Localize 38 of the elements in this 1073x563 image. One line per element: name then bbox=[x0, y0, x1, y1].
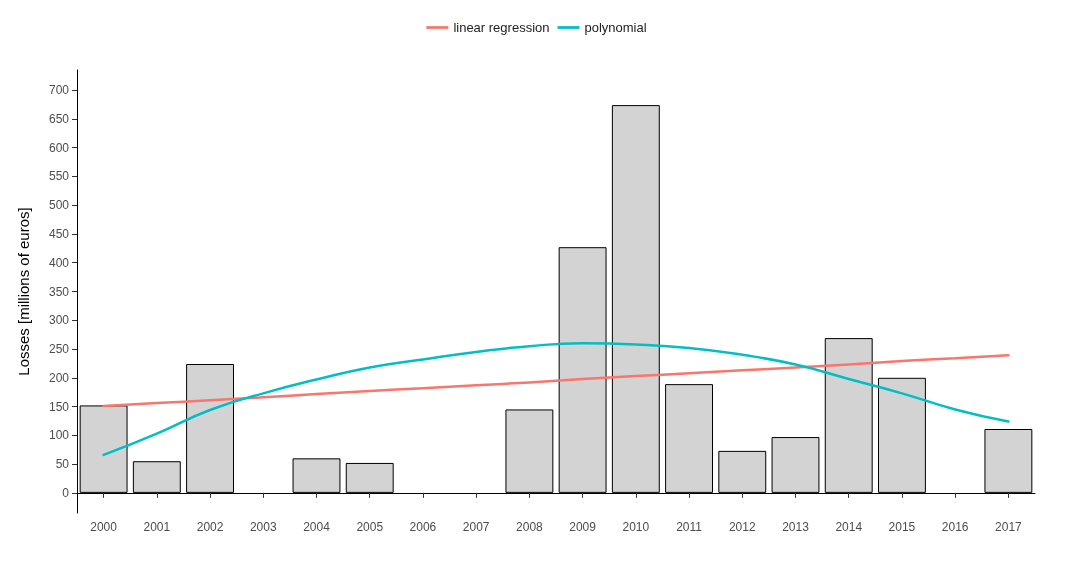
y-tick-label: 350 bbox=[48, 284, 70, 299]
y-tick-label: 0 bbox=[62, 485, 70, 500]
y-tick-label: 600 bbox=[48, 140, 70, 155]
x-tick-label: 2014 bbox=[835, 520, 863, 534]
y-axis-title: Losses [millions of euros] bbox=[15, 207, 32, 376]
y-tick-label: 450 bbox=[48, 226, 70, 241]
legend-label: polynomial bbox=[584, 20, 647, 35]
x-tick-label: 2016 bbox=[941, 520, 969, 534]
x-tick-label: 2010 bbox=[622, 520, 650, 534]
x-tick-label: 2001 bbox=[143, 520, 171, 534]
x-tick-label: 2013 bbox=[782, 520, 810, 534]
x-tick-label: 2008 bbox=[516, 520, 544, 534]
y-tick-label: 650 bbox=[48, 111, 70, 126]
line-series bbox=[102, 342, 1010, 457]
y-tick-label: 50 bbox=[55, 457, 70, 472]
x-tick-label: 2015 bbox=[888, 520, 916, 534]
x-tick-label: 2009 bbox=[569, 520, 597, 534]
y-tick-label: 550 bbox=[48, 169, 70, 184]
y-tick-label: 500 bbox=[48, 198, 70, 213]
x-tick-label: 2017 bbox=[995, 520, 1023, 534]
x-tick-label: 2007 bbox=[462, 520, 490, 534]
y-tick-label: 100 bbox=[48, 428, 70, 443]
line-series bbox=[102, 354, 1010, 408]
y-tick-label: 400 bbox=[48, 255, 70, 270]
x-tick-label: 2006 bbox=[409, 520, 437, 534]
y-tick-label: 150 bbox=[48, 399, 70, 414]
y-tick-label: 250 bbox=[48, 342, 70, 357]
y-tick-label: 700 bbox=[48, 83, 70, 98]
x-tick-label: 2011 bbox=[676, 520, 703, 534]
x-tick-label: 2003 bbox=[249, 520, 277, 534]
x-tick-label: 2000 bbox=[90, 520, 118, 534]
x-tick-label: 2004 bbox=[303, 520, 331, 534]
x-tick-label: 2005 bbox=[356, 520, 384, 534]
legend-label: linear regression bbox=[453, 20, 550, 35]
y-tick-label: 200 bbox=[48, 370, 70, 385]
x-tick-label: 2002 bbox=[196, 520, 224, 534]
x-tick-label: 2012 bbox=[728, 520, 756, 534]
y-tick-label: 300 bbox=[48, 313, 70, 328]
